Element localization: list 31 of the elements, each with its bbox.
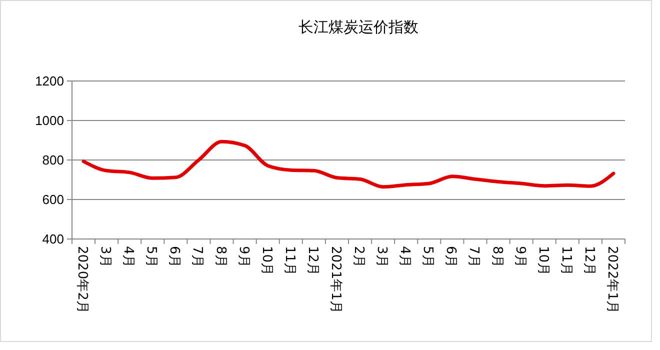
- x-tick-label: 5月: [144, 246, 159, 268]
- x-tick-label: 2021年1月: [328, 246, 343, 314]
- y-tick-label: 800: [42, 152, 64, 168]
- x-tick-label: 11月: [558, 246, 574, 276]
- x-tick-label: 6月: [443, 246, 458, 268]
- chart-title: 长江煤炭运价指数: [298, 18, 418, 36]
- x-tick-label: 2月: [351, 246, 366, 268]
- x-tick-label: 3月: [374, 246, 390, 268]
- x-tick-label: 9月: [512, 246, 528, 268]
- x-tick-label: 10月: [535, 246, 550, 276]
- x-tick-label: 2022年1月: [604, 246, 620, 314]
- x-tick-label: 6月: [166, 246, 182, 268]
- x-tick-label: 8月: [489, 246, 504, 268]
- x-tick-label: 7月: [466, 246, 482, 268]
- y-tick-label: 1000: [35, 113, 64, 128]
- x-tick-label: 5月: [420, 246, 436, 268]
- x-tick-label: 7月: [190, 246, 205, 268]
- x-tick-label: 12月: [304, 246, 320, 276]
- y-tick-label: 400: [42, 232, 64, 247]
- y-tick-label: 600: [42, 192, 64, 208]
- x-tick-label: 4月: [120, 246, 136, 268]
- x-tick-label: 2020年2月: [74, 246, 90, 314]
- x-tick-label: 8月: [212, 246, 228, 268]
- x-tick-label: 10月: [258, 246, 274, 276]
- x-tick-label: 9月: [236, 246, 251, 268]
- y-tick-label: 1200: [35, 74, 64, 89]
- x-tick-label: 3月: [98, 246, 113, 268]
- x-tick-label: 12月: [581, 246, 596, 276]
- x-tick-label: 11月: [282, 246, 297, 276]
- line-series: [82, 140, 616, 189]
- x-tick-label: 4月: [397, 246, 412, 268]
